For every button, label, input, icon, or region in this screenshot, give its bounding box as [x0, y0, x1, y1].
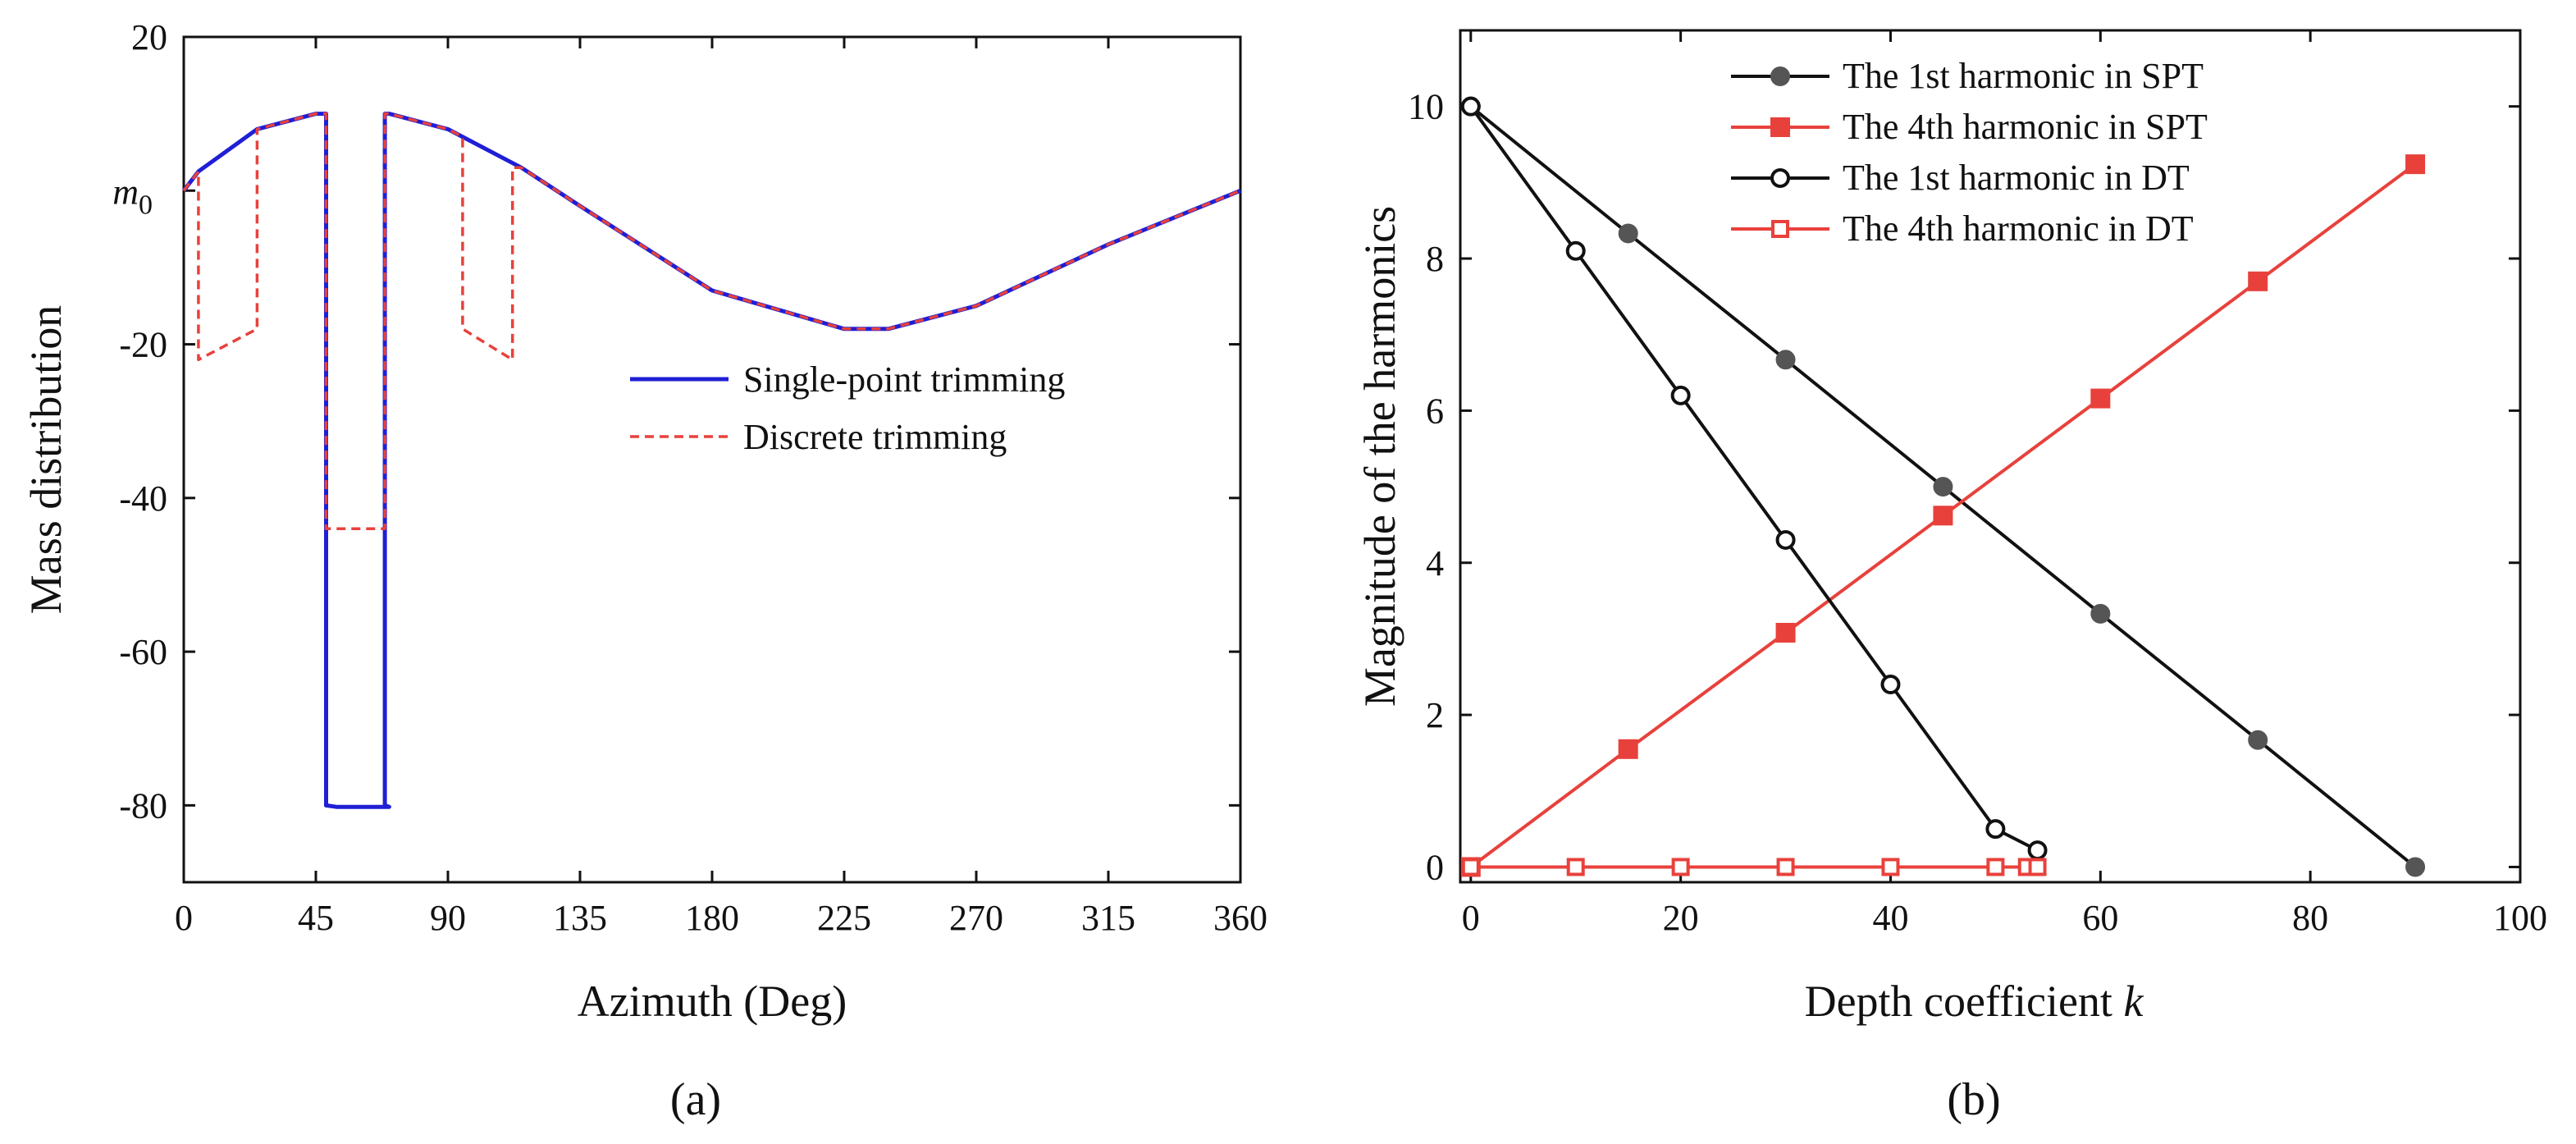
- x-axis-label-a: Azimuth (Deg): [578, 977, 847, 1026]
- data-point-b-1: [1933, 506, 1953, 526]
- y-tick-label-b: 8: [1426, 239, 1444, 279]
- y-annotation-m0-sub: 0: [139, 190, 153, 220]
- data-point-b-0: [1933, 477, 1953, 497]
- data-point-b-3: [1671, 858, 1690, 876]
- x-tick-label-a: 270: [949, 898, 1003, 938]
- x-tick-label-a: 225: [817, 898, 871, 938]
- data-point-b-1: [2090, 388, 2111, 409]
- legend-marker-b: [1770, 117, 1790, 137]
- y-tick-label-a: -20: [119, 325, 167, 365]
- legend-label-b: The 1st harmonic in DT: [1843, 158, 2190, 198]
- panel-label-a: (a): [670, 1074, 721, 1125]
- x-tick-label-b: 60: [2082, 898, 2118, 938]
- x-tick-label-b: 20: [1663, 898, 1699, 938]
- data-point-b-1: [1775, 623, 1796, 643]
- data-point-b-1: [1618, 739, 1638, 759]
- data-point-b-3: [1881, 858, 1900, 876]
- legend-marker-b: [1771, 220, 1789, 238]
- data-point-b-3: [1776, 858, 1795, 876]
- data-point-b-2: [1880, 675, 1901, 695]
- x-tick-label-a: 90: [430, 898, 466, 938]
- x-axis-label-b-space: [2112, 977, 2124, 1026]
- x-tick-label-b: 80: [2292, 898, 2328, 938]
- x-tick-label-a: 135: [553, 898, 607, 938]
- data-point-b-2: [1775, 529, 1796, 550]
- x-tick-label-b: 100: [2493, 898, 2547, 938]
- y-tick-label-b: 10: [1408, 87, 1444, 127]
- y-tick-label-a: -40: [119, 478, 167, 519]
- x-axis-label-b-var: k: [2123, 977, 2144, 1026]
- x-tick-label-a: 360: [1213, 898, 1267, 938]
- y-tick-label-a: -60: [119, 632, 167, 672]
- legend-marker-b: [1770, 66, 1790, 86]
- data-point-b-3: [1566, 858, 1585, 876]
- legend-label-b: The 1st harmonic in SPT: [1843, 56, 2204, 96]
- legend-label-b: The 4th harmonic in SPT: [1843, 107, 2208, 147]
- y-axis-label-a: Mass distribution: [21, 305, 71, 615]
- y-tick-label-b: 2: [1426, 695, 1444, 735]
- x-tick-label-a: 0: [175, 898, 193, 938]
- x-tick-label-b: 0: [1462, 898, 1480, 938]
- data-point-b-1: [2248, 271, 2268, 291]
- x-tick-label-a: 180: [685, 898, 739, 938]
- y-tick-label-a: 20: [131, 17, 167, 57]
- data-point-b-2: [1670, 385, 1691, 405]
- y-annotation-m0-label: m: [112, 172, 139, 212]
- panel-label-b: (b): [1947, 1074, 2000, 1125]
- legend-label-a: Discrete trimming: [743, 417, 1007, 457]
- x-axis-label-b-text: Depth coefficient: [1805, 977, 2112, 1026]
- series-line-a-single-point: [182, 112, 1241, 809]
- data-point-b-3: [1986, 858, 2005, 876]
- data-point-b-1: [2405, 154, 2426, 175]
- data-point-b-3: [1461, 858, 1480, 876]
- y-tick-label-a: -80: [119, 785, 167, 826]
- data-point-b-0: [2248, 730, 2268, 750]
- series-line-a-discrete: [182, 112, 1241, 531]
- data-point-b-2: [1985, 819, 2006, 840]
- plot-frame-a: [182, 35, 1242, 884]
- data-point-b-0: [2090, 603, 2111, 624]
- data-point-b-2: [1565, 240, 1586, 261]
- legend-label-a: Single-point trimming: [743, 359, 1065, 400]
- data-point-b-3: [2028, 858, 2047, 876]
- data-point-b-0: [2405, 857, 2426, 877]
- data-point-b-2: [1460, 96, 1481, 117]
- data-point-b-0: [1618, 223, 1638, 244]
- y-annotation-m0: m0: [112, 172, 153, 220]
- y-tick-label-b: 6: [1426, 391, 1444, 431]
- x-tick-label-a: 45: [298, 898, 334, 938]
- chart-b: 0 20 40 60 80 100 0 2 4 6 8 10 The 1st harmonic in S…: [1355, 29, 2547, 1125]
- x-tick-label-b: 40: [1872, 898, 1908, 938]
- legend-marker-b: [1770, 168, 1790, 188]
- x-axis-label-b: Depth coefficient k: [1805, 977, 2144, 1026]
- data-point-b-2: [2027, 840, 2048, 861]
- x-tick-label-a: 315: [1081, 898, 1135, 938]
- data-point-b-0: [1775, 350, 1796, 370]
- chart-a: 0 45 90 135 180 225 270 315 36020-20-40-60-80m0S…: [21, 17, 1267, 1125]
- y-axis-label-b: Magnitude of the harmonics: [1355, 206, 1404, 707]
- y-tick-label-b: 4: [1426, 543, 1444, 583]
- plot-frame-b: [1459, 29, 2522, 884]
- legend-label-b: The 4th harmonic in DT: [1843, 208, 2194, 249]
- y-tick-label-b: 0: [1426, 847, 1444, 887]
